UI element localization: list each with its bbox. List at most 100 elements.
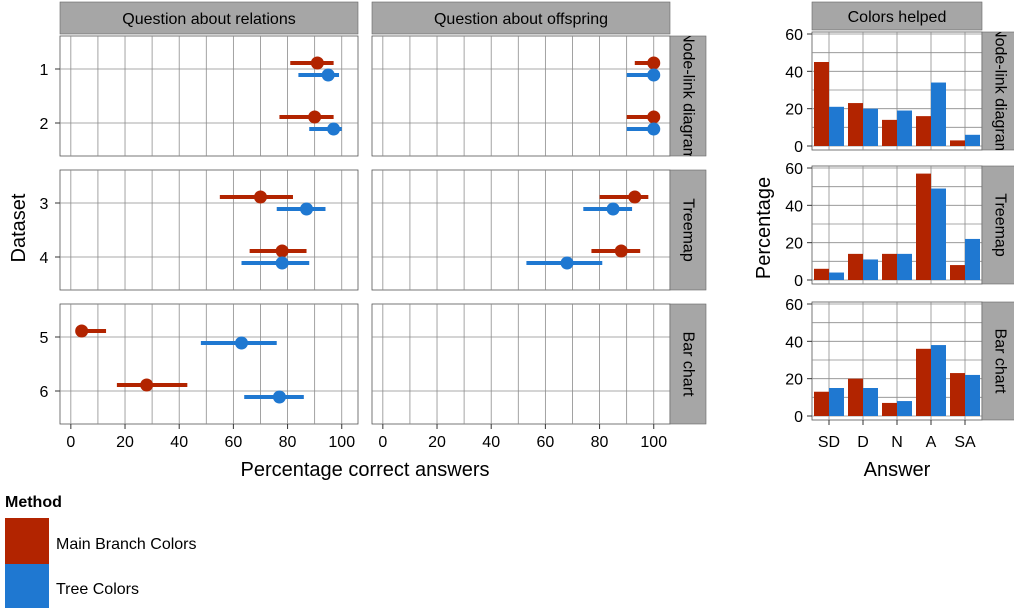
bar-tree-d-row0: [863, 108, 878, 146]
dataset-label: 3: [40, 196, 49, 213]
category-label: SD: [818, 434, 840, 451]
ci-dot: [614, 244, 628, 258]
ci-point-main-branch-dataset-6-col0: [116, 378, 188, 392]
ci-point-tree-dataset-2-col0: [309, 122, 342, 136]
column-strip-offspring: Question about offspring: [371, 1, 671, 35]
legend-label-tree: Tree Colors: [56, 581, 139, 598]
bar-title-strip: Colors helped: [811, 1, 983, 31]
ci-dot: [647, 56, 661, 70]
dot-panel-row0-col0: [59, 35, 359, 157]
bar-main-branch-a-row1: [916, 173, 931, 280]
ci-dot: [300, 202, 314, 216]
row-strip-label: Treemap: [680, 198, 697, 262]
dataset-label: 6: [40, 384, 49, 401]
bar-plot: 0 20 40 60 Node-link diagram 0 20 40 60 Treemap 0 2…: [785, 27, 1014, 451]
x-tick-label: 0: [378, 434, 387, 451]
dataset-label: 5: [40, 330, 49, 347]
x-tick-label: 100: [328, 434, 355, 451]
y-tick-label: 40: [785, 334, 803, 351]
bar-tree-sa-row0: [965, 134, 980, 146]
bar-tree-a-row0: [931, 82, 946, 146]
y-tick-label: 0: [794, 273, 803, 290]
ci-dot: [321, 68, 335, 82]
x-tick-label: 20: [116, 434, 134, 451]
bar-main-branch-d-row2: [848, 378, 863, 416]
y-tick-label: 40: [785, 64, 803, 81]
bar-main-branch-d-row1: [848, 253, 863, 280]
y-tick-label: 60: [785, 297, 803, 314]
bar-main-branch-n-row0: [882, 119, 897, 146]
dataset-label: 4: [40, 250, 49, 267]
ci-point-tree-dataset-4-col0: [241, 256, 310, 270]
legend-key-main-branch: [5, 518, 49, 564]
category-label: N: [891, 434, 903, 451]
ci-point-main-branch-dataset-4-col0: [249, 244, 307, 258]
y-tick-label: 20: [785, 102, 803, 119]
ci-dot: [327, 122, 341, 136]
ci-point-tree-dataset-1-col1: [626, 68, 661, 82]
bar-x-axis-title: Answer: [864, 459, 931, 481]
bar-main-branch-sd-row2: [814, 391, 829, 416]
column-strip-label: Question about relations: [122, 11, 295, 28]
x-tick-label: 80: [279, 434, 297, 451]
ci-dot: [75, 324, 89, 338]
bar-main-branch-sd-row1: [814, 268, 829, 280]
ci-dot: [308, 110, 322, 124]
ci-dot: [253, 190, 267, 204]
row-strip-label: Node-link diagram: [680, 31, 697, 161]
bar-tree-sa-row2: [965, 374, 980, 416]
bar-tree-n-row0: [897, 110, 912, 146]
x-tick-label: 0: [66, 434, 75, 451]
category-label: SA: [954, 434, 976, 451]
column-strip-relations: Question about relations: [59, 1, 359, 35]
bar-chart-title: Colors helped: [848, 9, 947, 26]
bar-row-strip: Node-link diagram: [981, 31, 1014, 151]
ci-point-tree-dataset-6-col0: [244, 390, 304, 404]
bar-row-strip: Treemap: [981, 165, 1014, 285]
ci-point-main-branch-dataset-3-col1: [599, 190, 649, 204]
bar-panel-row0: [811, 31, 983, 151]
ci-point-tree-dataset-2-col1: [626, 122, 661, 136]
ci-point-main-branch-dataset-4-col1: [591, 244, 641, 258]
x-tick-label: 60: [224, 434, 242, 451]
bar-main-branch-n-row1: [882, 253, 897, 280]
dot-panel-row2-col0: [59, 303, 359, 425]
bar-main-branch-a-row0: [916, 116, 931, 146]
bar-tree-d-row1: [863, 259, 878, 280]
bar-tree-n-row1: [897, 253, 912, 280]
legend-label-main-branch: Main Branch Colors: [56, 536, 197, 553]
row-strip: Bar chart: [669, 303, 707, 425]
ci-dot: [275, 244, 289, 258]
category-label: D: [857, 434, 869, 451]
bar-main-branch-sa-row1: [950, 265, 965, 280]
x-tick-label: 60: [536, 434, 554, 451]
ci-point-tree-dataset-5-col0: [200, 336, 277, 350]
x-tick-label: 40: [170, 434, 188, 451]
bar-row-strip: Bar chart: [981, 301, 1014, 421]
row-strip-label: Bar chart: [680, 332, 697, 397]
legend-key-tree: [5, 564, 49, 608]
bar-tree-a-row1: [931, 188, 946, 280]
x-tick-label: 20: [428, 434, 446, 451]
bar-main-branch-sd-row0: [814, 62, 829, 146]
bar-y-axis-title: Percentage: [753, 177, 775, 279]
y-tick-label: 60: [785, 27, 803, 44]
bar-tree-sa-row1: [965, 238, 980, 280]
bar-panel-row1: [811, 165, 983, 285]
ci-point-main-branch-dataset-1-col0: [290, 56, 334, 70]
ci-point-main-branch-dataset-3-col0: [219, 190, 293, 204]
row-strip: Treemap: [669, 169, 707, 291]
y-tick-label: 0: [794, 409, 803, 426]
ci-point-main-branch-dataset-2-col0: [279, 110, 334, 124]
bar-row-strip-label: Treemap: [992, 193, 1009, 257]
ci-point-main-branch-dataset-2-col1: [626, 110, 661, 124]
y-tick-label: 0: [794, 139, 803, 156]
ci-dot: [272, 390, 286, 404]
bar-panel-row2: [811, 301, 983, 421]
row-strip: Node-link diagram: [669, 31, 707, 161]
legend-title: Method: [5, 494, 62, 511]
category-label: A: [926, 434, 937, 451]
dataset-label: 1: [40, 62, 49, 79]
